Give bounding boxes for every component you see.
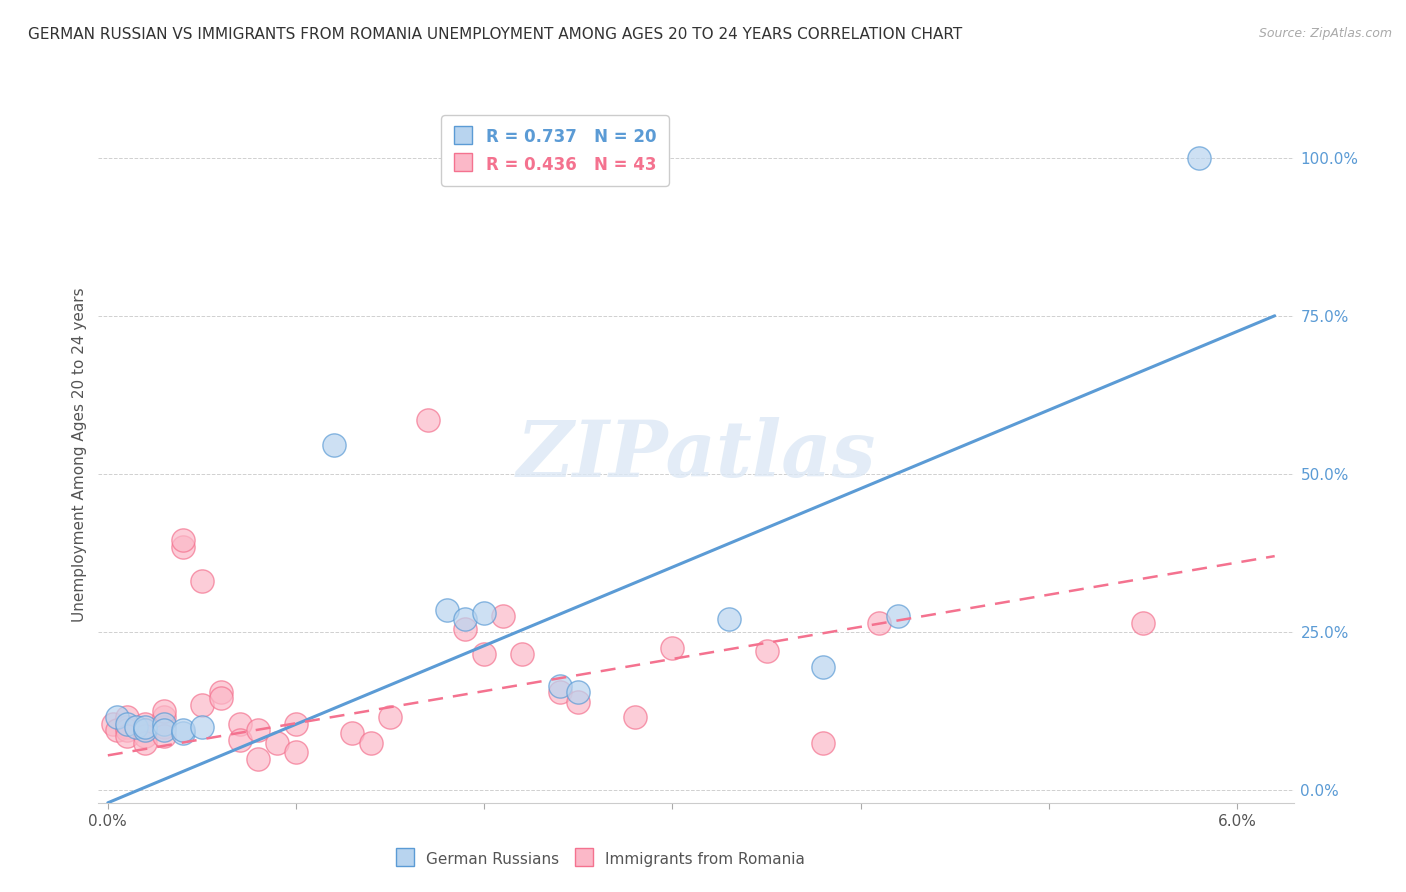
Point (191, 698, 214, 712)
Point (153, 730, 176, 744)
Point (378, 710, 401, 724)
Point (454, 612, 477, 626)
Point (115, 723, 138, 737)
Point (811, 660, 834, 674)
Legend: German Russians, Immigrants from Romania: German Russians, Immigrants from Romania (388, 842, 813, 875)
Point (492, 609, 515, 624)
Point (285, 745, 308, 759)
Point (567, 695, 589, 709)
Text: ZIPatlas: ZIPatlas (516, 417, 876, 493)
Point (125, 720, 148, 734)
Point (717, 612, 740, 626)
Point (209, 685, 232, 699)
Point (153, 720, 176, 734)
Point (153, 710, 176, 724)
Point (134, 720, 156, 734)
Point (887, 609, 910, 624)
Point (228, 716, 250, 731)
Point (228, 732, 250, 747)
Point (134, 723, 156, 737)
Point (115, 730, 138, 744)
Point (623, 710, 645, 724)
Text: Source: ZipAtlas.com: Source: ZipAtlas.com (1258, 27, 1392, 40)
Point (103, 716, 125, 731)
Point (115, 716, 138, 731)
Point (567, 685, 589, 699)
Point (472, 606, 495, 620)
Point (191, 720, 214, 734)
Text: GERMAN RUSSIAN VS IMMIGRANTS FROM ROMANIA UNEMPLOYMENT AMONG AGES 20 TO 24 YEARS: GERMAN RUSSIAN VS IMMIGRANTS FROM ROMANI… (28, 27, 962, 42)
Point (134, 716, 156, 731)
Point (548, 685, 571, 699)
Point (247, 723, 270, 737)
Point (153, 704, 176, 718)
Point (191, 574, 214, 589)
Point (472, 647, 495, 661)
Point (153, 716, 176, 731)
Point (342, 726, 364, 740)
Point (755, 644, 778, 658)
Point (436, 603, 458, 617)
Point (266, 736, 288, 750)
Point (153, 723, 176, 737)
Y-axis label: Unemployment Among Ages 20 to 24 years: Unemployment Among Ages 20 to 24 years (72, 287, 87, 623)
Point (811, 736, 834, 750)
Point (416, 413, 439, 427)
Point (247, 751, 270, 765)
Point (360, 736, 382, 750)
Point (322, 438, 344, 452)
Point (105, 710, 128, 724)
Point (115, 710, 138, 724)
Point (1132, 615, 1154, 630)
Point (172, 533, 194, 548)
Point (1188, 151, 1211, 165)
Point (285, 716, 308, 731)
Point (661, 640, 683, 655)
Point (510, 647, 533, 661)
Point (209, 691, 232, 706)
Point (134, 730, 156, 744)
Point (869, 615, 891, 630)
Point (172, 540, 194, 554)
Point (105, 723, 128, 737)
Point (172, 723, 194, 737)
Point (134, 736, 156, 750)
Point (548, 679, 571, 693)
Point (172, 726, 194, 740)
Point (115, 720, 138, 734)
Point (134, 723, 156, 737)
Point (454, 622, 477, 636)
